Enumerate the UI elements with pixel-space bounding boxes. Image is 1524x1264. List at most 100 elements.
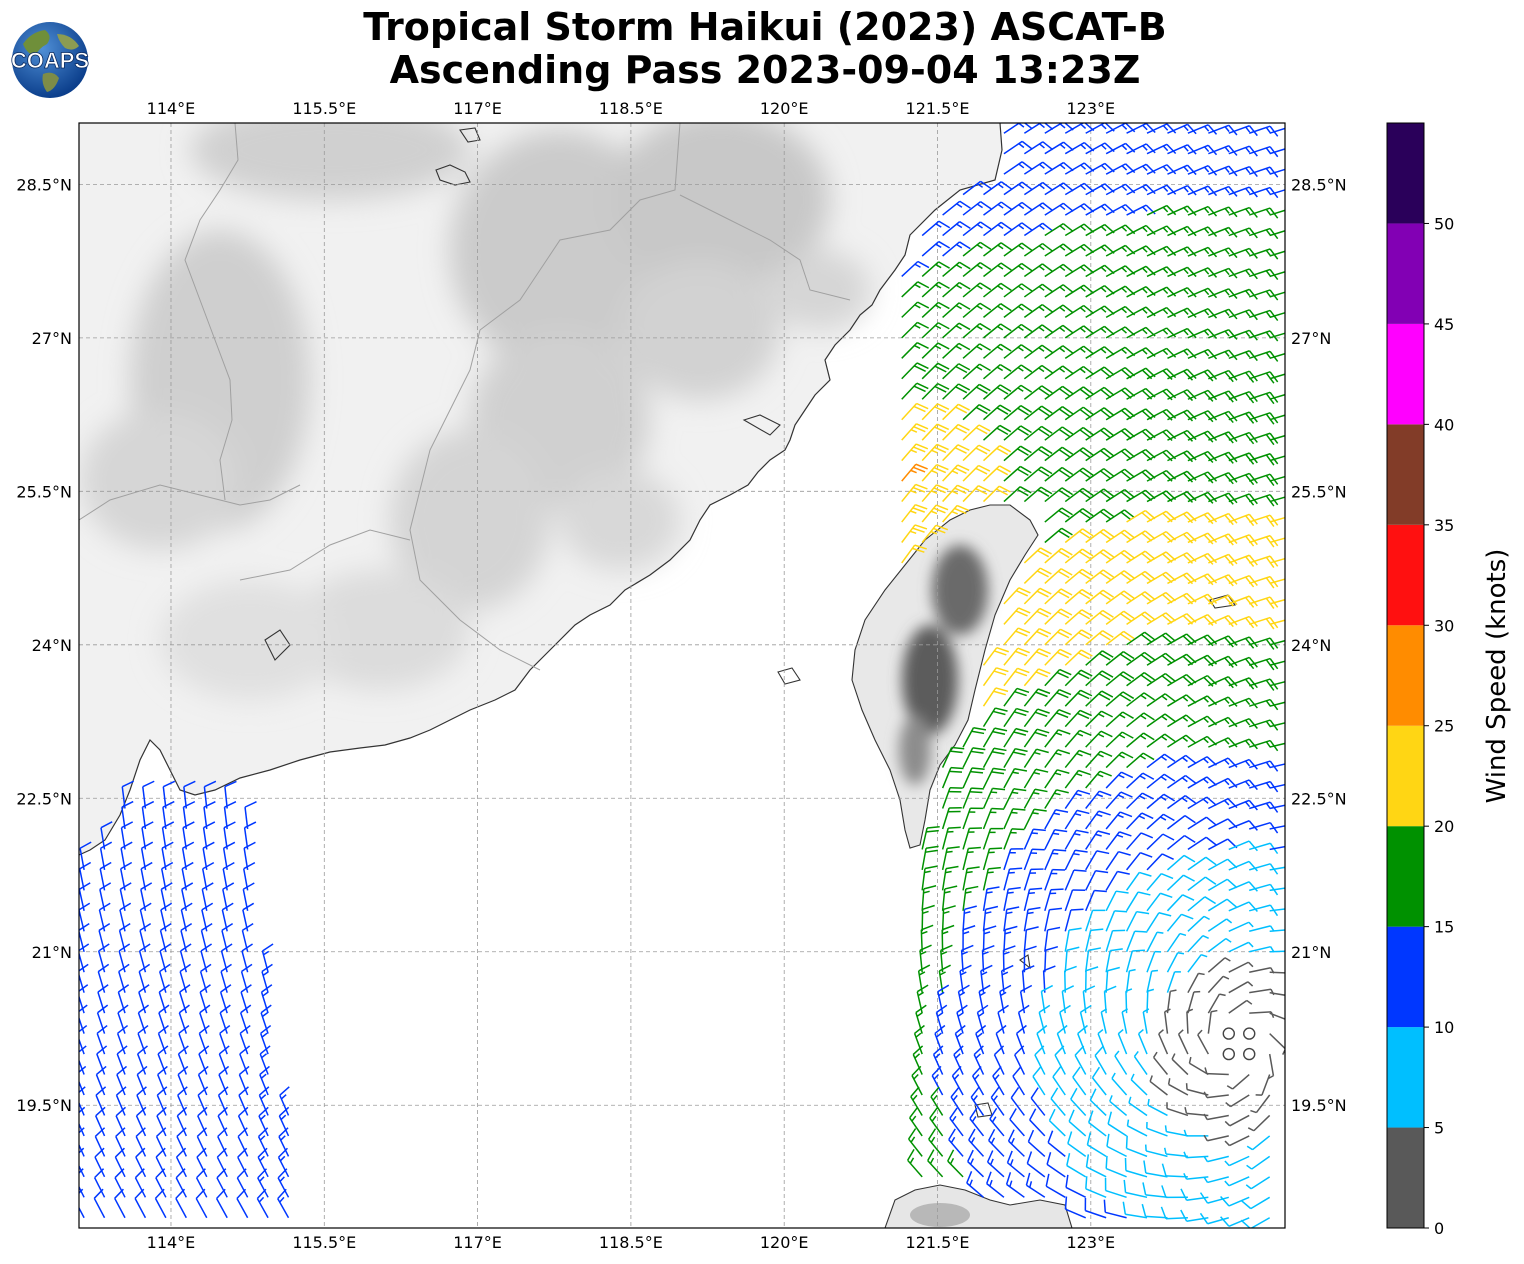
wind-barb	[195, 1188, 208, 1219]
wind-barb	[219, 984, 232, 1014]
wind-barb	[1044, 263, 1074, 278]
wind-barb	[1128, 1096, 1148, 1117]
wind-barb	[1105, 488, 1135, 503]
wind-barb	[1003, 667, 1030, 687]
wind-barb	[1064, 749, 1092, 769]
wind-barb	[1167, 225, 1197, 237]
wind-barb	[1003, 707, 1029, 728]
colorbar-tick-label: 5	[1434, 1119, 1444, 1138]
wind-barb	[1025, 1172, 1046, 1198]
wind-barb	[1044, 243, 1074, 257]
wind-barb	[1105, 549, 1135, 564]
wind-barb	[94, 1127, 106, 1157]
wind-barb	[79, 1045, 87, 1075]
wind-barb	[115, 1106, 127, 1137]
wind-barb	[1064, 946, 1080, 973]
wind-barb	[901, 321, 930, 339]
wind-barb	[79, 1065, 87, 1096]
wind-barb	[1044, 527, 1073, 544]
wind-barb	[1105, 691, 1135, 707]
wind-barb	[1187, 491, 1218, 504]
wind-barb	[116, 1065, 128, 1096]
wind-barb	[921, 443, 949, 462]
wind-barb	[197, 1106, 208, 1137]
wind-barb	[1064, 325, 1095, 339]
wind-barb	[1023, 446, 1053, 462]
wind-barb	[95, 1065, 107, 1096]
wind-barb	[1085, 346, 1115, 359]
wind-barb	[941, 885, 958, 911]
wind-barb	[1228, 452, 1258, 465]
wind-barb	[1085, 710, 1113, 728]
wind-barb	[155, 1168, 167, 1198]
wind-barb	[1269, 742, 1285, 748]
wind-barb	[1085, 1154, 1107, 1178]
wind-barb	[1023, 181, 1054, 196]
wind-barb	[1064, 223, 1095, 237]
wind-barb	[1023, 344, 1053, 359]
wind-barb	[1126, 591, 1156, 605]
colorbar-tick-label: 45	[1434, 315, 1454, 334]
wind-barb	[1146, 693, 1176, 707]
wind-barb	[1105, 966, 1120, 993]
wind-barb	[1269, 887, 1285, 892]
wind-barb	[1003, 140, 1033, 155]
wind-barb	[997, 1004, 1009, 1034]
wind-barb	[278, 1127, 290, 1157]
wind-barb	[237, 1127, 249, 1157]
wind-barb	[1105, 650, 1135, 666]
wind-barb	[1208, 655, 1238, 668]
wind-barb	[258, 1086, 270, 1116]
wind-barb	[962, 485, 991, 503]
wind-barb	[1105, 610, 1135, 625]
wind-barb	[1228, 513, 1258, 527]
wind-barb	[1003, 768, 1028, 789]
wind-barb	[1187, 450, 1218, 464]
wind-barb	[1023, 141, 1054, 155]
wind-barb	[1207, 975, 1230, 994]
wind-barb	[1228, 309, 1258, 321]
wind-barb	[1085, 366, 1115, 380]
wind-barb	[1228, 411, 1258, 424]
wind-barb	[1269, 639, 1285, 646]
wind-barb	[921, 904, 935, 932]
wind-barb	[1163, 1147, 1188, 1158]
wind-barb	[993, 1045, 1005, 1075]
wind-barb	[1187, 185, 1218, 197]
wind-barb	[1126, 712, 1155, 728]
wind-barb	[1207, 937, 1232, 953]
wind-barb	[134, 1168, 147, 1198]
wind-barb	[941, 746, 965, 768]
wind-barb	[1141, 1203, 1168, 1219]
wind-barb	[1126, 792, 1154, 810]
wind-barb	[1199, 1192, 1229, 1204]
wind-barb	[216, 1168, 228, 1198]
wind-barb	[927, 1149, 944, 1178]
wind-barb	[921, 240, 951, 257]
wind-barb	[1187, 816, 1217, 830]
wind-barb	[1187, 896, 1216, 912]
wind-barb	[983, 262, 1012, 278]
wind-barb	[1023, 324, 1053, 339]
wind-barb	[1187, 226, 1218, 237]
wind-barb	[136, 1065, 148, 1096]
wind-barb	[1269, 209, 1285, 216]
wind-barb	[921, 301, 950, 318]
wind-barb	[1036, 1024, 1048, 1055]
wind-barb	[1208, 451, 1238, 464]
wind-barb	[1208, 676, 1238, 689]
wind-barb	[1207, 1009, 1218, 1034]
wind-barb	[1146, 912, 1172, 932]
wind-barb	[1187, 267, 1218, 278]
wind-barb	[1044, 668, 1072, 687]
calm-circle	[1222, 1047, 1235, 1061]
wind-barb	[1044, 749, 1071, 769]
wind-barb	[1003, 323, 1033, 339]
wind-barb	[1064, 927, 1082, 952]
wind-barb	[1064, 1196, 1086, 1219]
wind-barb	[962, 925, 976, 952]
wind-barb	[1187, 776, 1217, 789]
wind-barb	[1228, 636, 1258, 649]
wind-barb	[1044, 202, 1074, 216]
wind-barb	[244, 801, 257, 830]
